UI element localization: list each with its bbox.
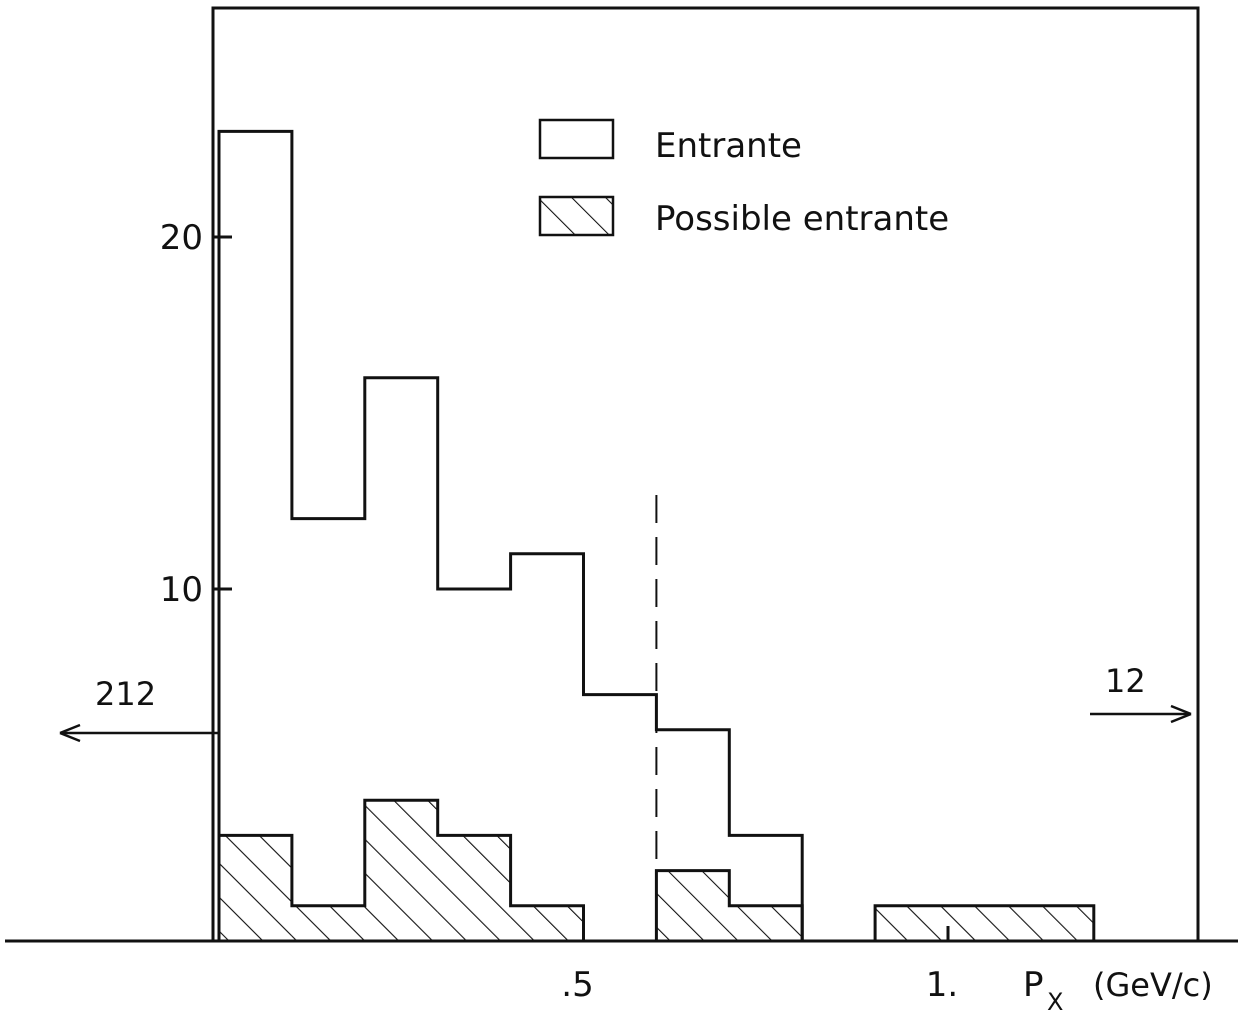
hatched-bar-8 (948, 905, 1021, 941)
legend-swatch-entrante (538, 118, 615, 160)
open-bar-5 (584, 695, 657, 941)
legend: Entrante Possible entrante (538, 118, 949, 239)
legend-swatch-possible-entrante (538, 195, 615, 237)
open-bar-0 (219, 131, 292, 941)
hatched-bar-6 (729, 905, 803, 941)
overflow-left: 212 (59, 675, 219, 743)
overflow-left-arrow-icon (59, 723, 81, 743)
hatched-bar-0 (219, 835, 292, 941)
hatched-bar-4 (510, 905, 584, 941)
x-axis-title: P X (GeV/c) (1023, 965, 1213, 1016)
x-axis-label-subscript: X (1047, 988, 1063, 1016)
hatched-bar-2 (364, 800, 438, 941)
y-tick-label-1: 20 (160, 218, 203, 258)
open-bar-1 (292, 519, 365, 941)
overflow-right-arrow-icon (1170, 704, 1192, 724)
hatched-bar-3 (437, 835, 511, 941)
overflow-right-label: 12 (1105, 662, 1146, 700)
legend-label-possible-entrante: Possible entrante (655, 199, 949, 239)
x-tick-label-1: 1. (926, 965, 958, 1005)
x-tick-label-0: .5 (561, 965, 593, 1005)
hatched-bar-9 (1020, 905, 1094, 941)
open-bar-4 (511, 554, 584, 941)
hatched-bar-7 (875, 905, 948, 941)
y-tick-label-0: 10 (160, 570, 203, 610)
legend-label-entrante: Entrante (655, 126, 802, 166)
x-axis-label: P (1023, 965, 1044, 1005)
overflow-right: 12 (1090, 662, 1192, 724)
overflow-left-label: 212 (95, 675, 156, 713)
open-series-outline (217, 129, 804, 941)
hatched-bar-5 (656, 870, 730, 941)
hatched-bar-1 (291, 905, 365, 941)
x-axis-unit: (GeV/c) (1093, 966, 1213, 1004)
